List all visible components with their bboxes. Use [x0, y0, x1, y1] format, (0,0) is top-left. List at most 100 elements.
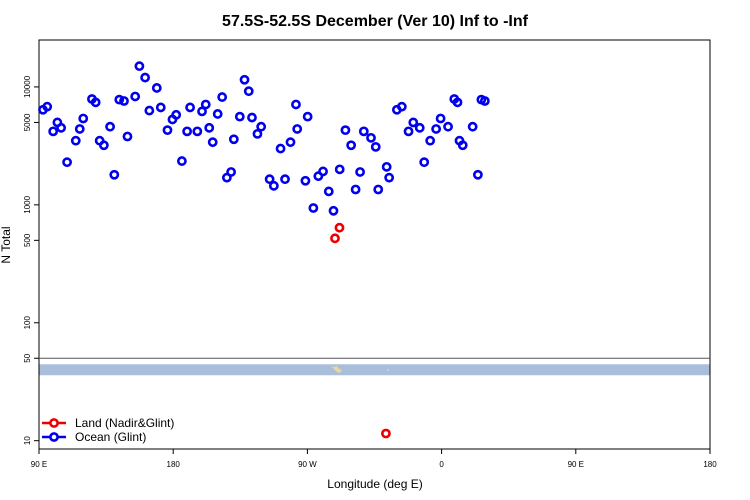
ocean-point — [285, 137, 296, 148]
ocean-point — [197, 106, 207, 117]
ocean-point — [207, 137, 218, 148]
ocean-point — [467, 121, 478, 132]
ocean-point — [192, 126, 203, 137]
y-tick-label: 50 — [23, 353, 32, 362]
legend-marker — [49, 418, 59, 428]
ocean-point — [452, 97, 463, 108]
ocean-point — [384, 172, 395, 183]
legend-label: Ocean (Glint) — [75, 430, 146, 444]
ocean-point — [42, 101, 53, 112]
ocean-point — [252, 128, 263, 139]
ocean-point — [176, 156, 187, 166]
ocean-point — [350, 184, 361, 195]
ocean-point — [425, 135, 436, 146]
ocean-point — [140, 72, 151, 83]
ocean-point — [373, 184, 384, 195]
x-tick-label: 180 — [167, 460, 181, 469]
ocean-point — [217, 92, 228, 102]
ocean-point — [340, 125, 351, 136]
ocean-point — [318, 166, 328, 177]
x-axis-label: Longitude (deg E) — [327, 477, 422, 491]
ocean-point — [264, 174, 275, 185]
ocean-point — [431, 124, 442, 134]
y-tick-label: 100 — [23, 316, 32, 330]
ocean-point — [479, 96, 490, 106]
ocean-point — [204, 122, 215, 133]
x-tick-label: 90 W — [298, 460, 317, 469]
ocean-point — [308, 203, 319, 213]
ocean-point — [151, 83, 162, 93]
ocean-point — [381, 161, 392, 172]
ocean-point — [435, 113, 446, 124]
ocean-point — [98, 140, 109, 151]
x-tick-label: 90 E — [568, 460, 584, 469]
ocean-point — [134, 61, 145, 72]
ocean-point — [302, 111, 313, 122]
ocean-point — [300, 175, 311, 186]
ocean-point — [48, 126, 59, 137]
ocean-point — [334, 164, 345, 175]
ocean-point — [122, 131, 133, 142]
ocean-point — [243, 86, 254, 97]
ocean-point — [114, 94, 125, 105]
y-axis-label: N Total — [0, 226, 13, 263]
data-points — [38, 61, 490, 439]
ocean-point — [130, 91, 141, 102]
ocean-point — [443, 121, 453, 132]
ocean-point — [256, 121, 267, 132]
ocean-point — [162, 125, 173, 136]
land-point — [330, 233, 340, 244]
y-tick-label: 5000 — [23, 113, 32, 131]
land-point — [381, 428, 391, 439]
ocean-point — [408, 117, 419, 128]
ocean-point — [228, 134, 239, 145]
x-tick-label: 180 — [703, 460, 717, 469]
ocean-point — [212, 109, 223, 119]
y-tick-label: 10 — [23, 436, 32, 445]
ocean-point — [419, 157, 430, 168]
y-tick-label: 1000 — [23, 195, 32, 213]
ocean-point — [457, 140, 468, 151]
ocean-point — [109, 169, 120, 180]
ocean-point — [275, 143, 286, 154]
ocean-point — [247, 112, 257, 123]
ocean-point — [226, 167, 237, 177]
ocean-point — [292, 124, 303, 134]
ocean-point — [355, 167, 365, 177]
ocean-point — [78, 113, 89, 124]
ocean-point — [105, 121, 115, 132]
ocean-point — [280, 174, 290, 185]
ocean-point — [119, 96, 129, 106]
x-tick-label: 0 — [439, 460, 444, 469]
ocean-point — [90, 97, 101, 108]
ocean-point — [323, 186, 334, 197]
ocean-point — [74, 124, 85, 134]
ocean-point — [70, 135, 81, 146]
x-tick-label: 90 E — [31, 460, 47, 469]
ocean-point — [414, 122, 425, 133]
chart-title: 57.5S-52.5S December (Ver 10) Inf to -In… — [222, 13, 529, 30]
land-point — [334, 222, 345, 233]
ocean-point — [185, 102, 195, 113]
legend: Land (Nadir&Glint)Ocean (Glint) — [42, 416, 174, 444]
ocean-point — [56, 122, 67, 133]
ocean-point — [370, 142, 381, 152]
y-tick-label: 10000 — [23, 75, 32, 98]
legend-label: Land (Nadir&Glint) — [75, 416, 174, 430]
y-tick-label: 500 — [23, 233, 32, 247]
ocean-point — [346, 140, 357, 151]
ocean-point — [62, 157, 72, 168]
ocean-point — [268, 180, 279, 191]
ocean-point — [155, 102, 166, 113]
ocean-point — [472, 169, 483, 180]
ocean-point — [234, 111, 245, 122]
ocean-point — [182, 126, 193, 137]
ocean-point — [200, 99, 211, 110]
ocean-point — [144, 105, 155, 116]
ocean-point — [396, 101, 407, 112]
ocean-point — [239, 74, 250, 85]
ocean-band — [39, 364, 710, 376]
ocean-point — [403, 126, 414, 137]
coastline-map-strip — [39, 364, 710, 376]
